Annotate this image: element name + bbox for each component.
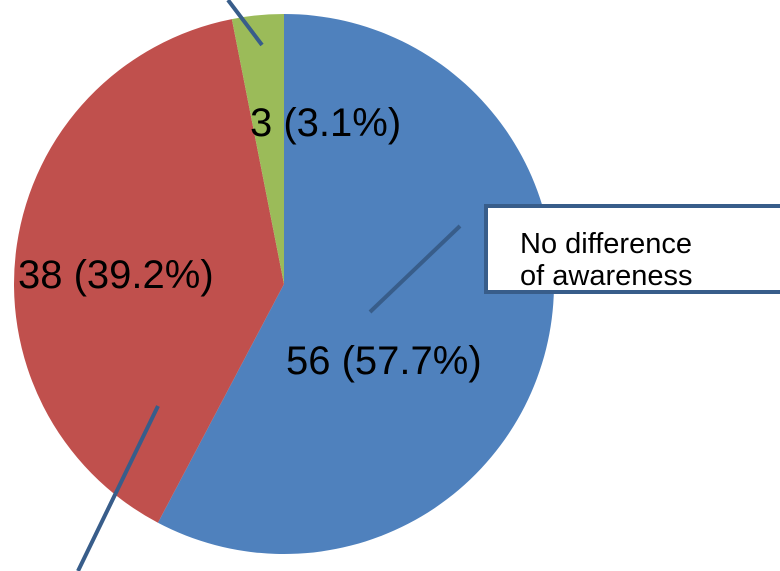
data-label-blue: 56 (57.7%)	[286, 339, 482, 383]
pie-slice-red	[14, 19, 285, 523]
leader-line-red	[76, 405, 160, 571]
pie-slices	[14, 14, 555, 554]
callout-line-2: of awareness	[520, 260, 693, 292]
callout-line-1: No difference	[520, 228, 692, 260]
callout-box	[484, 204, 780, 294]
leader-line-blue	[368, 224, 462, 314]
data-label-green: 3 (3.1%)	[250, 101, 401, 145]
pie-slice-blue	[157, 14, 555, 554]
data-label-red: 38 (39.2%)	[18, 253, 214, 297]
pie-slice-green	[231, 14, 284, 284]
leader-line-green	[226, 0, 264, 47]
